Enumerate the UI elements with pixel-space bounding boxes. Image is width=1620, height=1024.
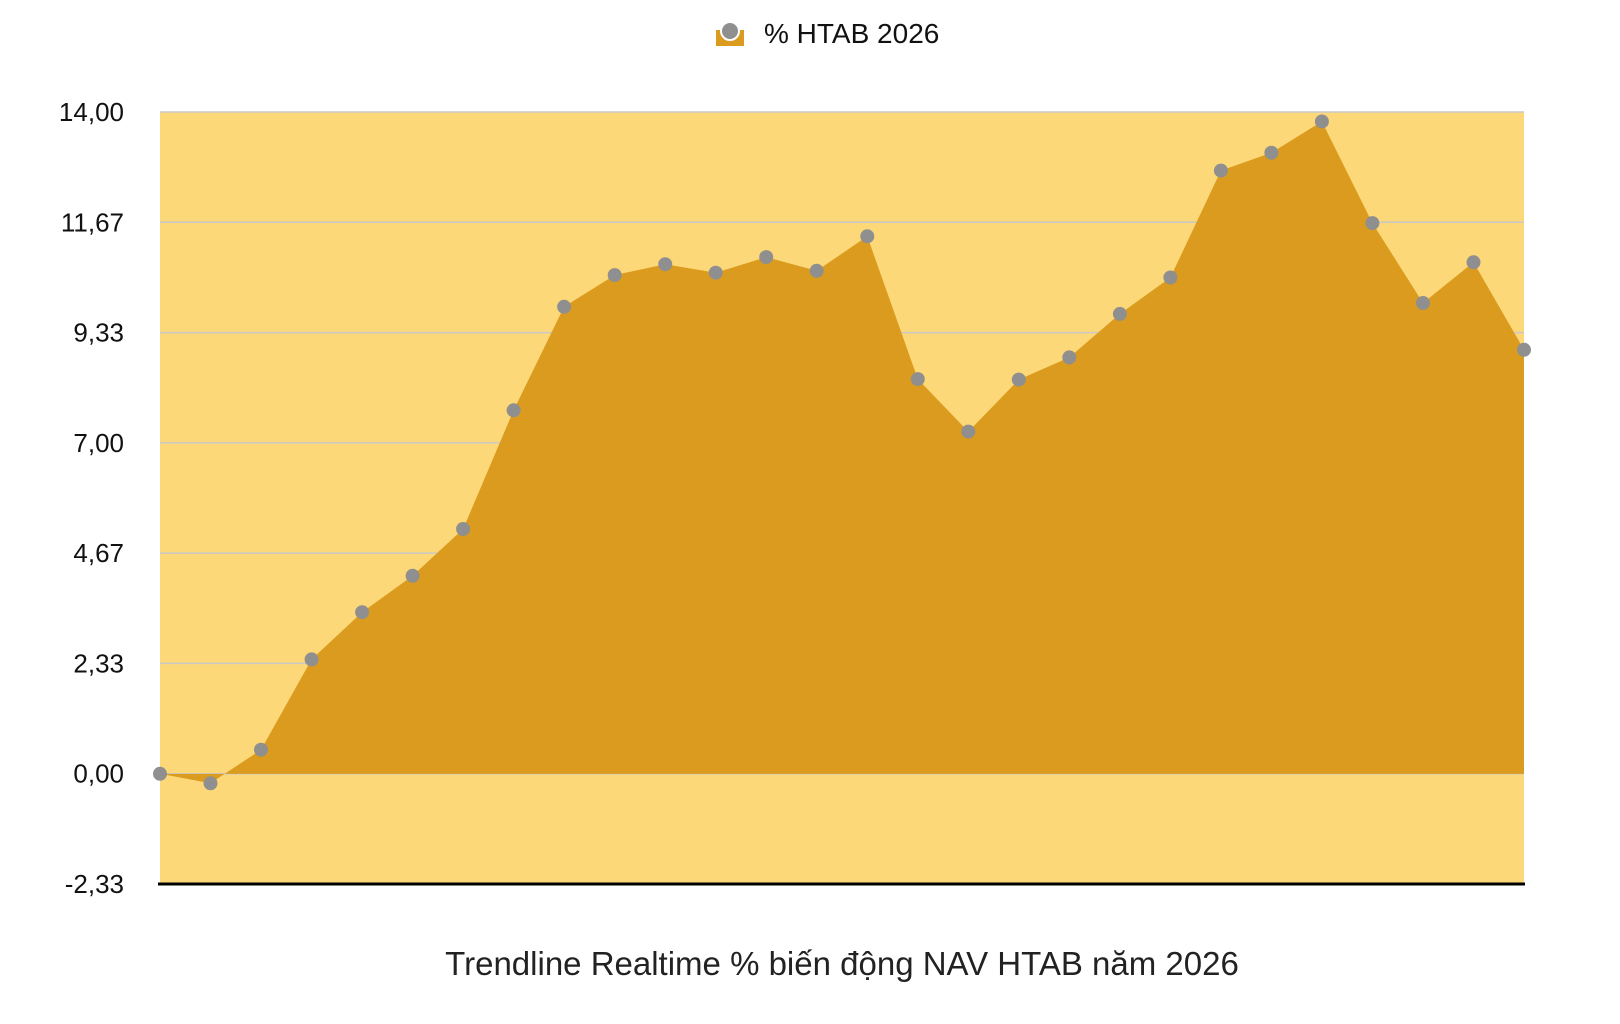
y-tick-label: 7,00 [73, 428, 124, 458]
data-point[interactable] [910, 372, 925, 387]
data-point[interactable] [1466, 255, 1481, 270]
y-tick-label: 4,67 [73, 538, 124, 568]
data-point[interactable] [1365, 216, 1380, 231]
series-area [160, 121, 1524, 784]
legend-label: % HTAB 2026 [764, 18, 939, 49]
data-point[interactable] [1112, 306, 1127, 321]
y-tick-label: 0,00 [73, 759, 124, 789]
legend-marker [720, 21, 740, 41]
data-point[interactable] [1011, 372, 1026, 387]
data-point[interactable] [557, 299, 572, 314]
y-tick-label: 14,00 [59, 97, 124, 127]
data-point[interactable] [607, 268, 622, 283]
data-point[interactable] [961, 424, 976, 439]
data-point[interactable] [708, 265, 723, 280]
y-axis-tick-labels: 14,00 11,67 9,33 7,00 4,67 2,33 0,00 -2,33 [59, 97, 124, 899]
data-point[interactable] [456, 522, 471, 536]
legend[interactable]: % HTAB 2026 [716, 18, 939, 49]
data-point[interactable] [1416, 296, 1430, 310]
data-point[interactable] [355, 605, 370, 620]
data-points [153, 114, 1531, 791]
data-point[interactable] [1264, 145, 1279, 160]
data-point[interactable] [506, 403, 521, 418]
y-tick-label: -2,33 [65, 869, 124, 899]
data-point[interactable] [1062, 350, 1077, 365]
chart-caption: Trendline Realtime % biến động NAV HTAB … [445, 945, 1239, 982]
data-point[interactable] [759, 250, 774, 265]
y-tick-label: 9,33 [73, 318, 124, 348]
data-point[interactable] [1314, 114, 1329, 129]
data-point[interactable] [153, 766, 167, 781]
data-point[interactable] [809, 263, 824, 278]
data-point[interactable] [304, 652, 319, 667]
data-point[interactable] [203, 776, 218, 791]
data-point[interactable] [1163, 270, 1178, 285]
data-point[interactable] [860, 229, 875, 244]
data-point[interactable] [254, 742, 268, 757]
y-tick-label: 11,67 [61, 207, 124, 237]
data-point[interactable] [658, 257, 673, 272]
data-point[interactable] [1213, 163, 1228, 178]
data-point[interactable] [1517, 342, 1531, 357]
data-point[interactable] [405, 568, 420, 583]
y-tick-label: 2,33 [73, 648, 124, 678]
